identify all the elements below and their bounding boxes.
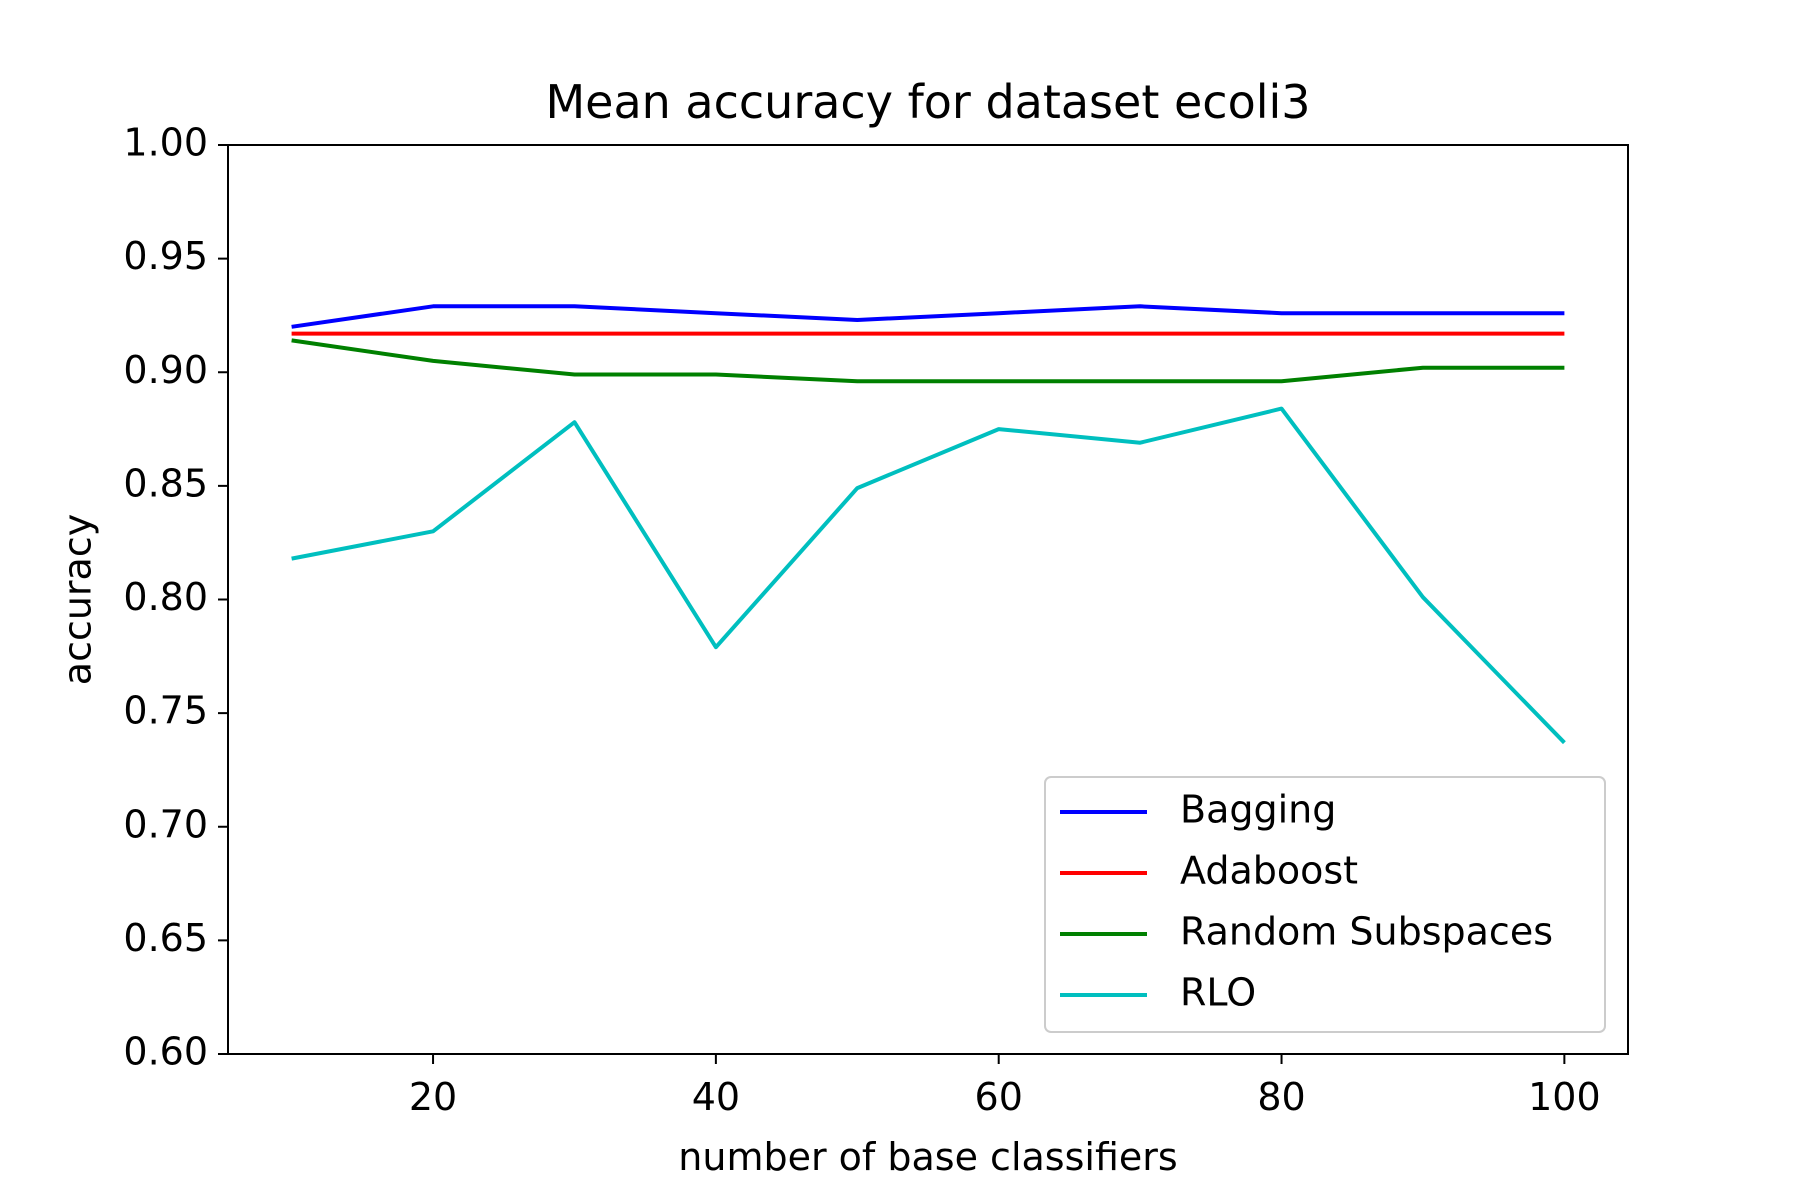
y-tick-label: 0.80 (123, 575, 208, 619)
y-tick-label: 0.75 (123, 689, 208, 733)
y-axis-title: accuracy (56, 514, 100, 685)
plot-frame (227, 144, 1629, 1055)
x-tick-label: 100 (1528, 1075, 1601, 1119)
legend-label: RLO (1180, 971, 1256, 1015)
x-tick-label: 40 (692, 1075, 740, 1119)
legend-label: Bagging (1180, 788, 1336, 832)
y-tick-label: 0.95 (123, 234, 208, 278)
legend-box (1044, 776, 1606, 1033)
legend-label: Random Subspaces (1180, 910, 1553, 954)
y-tick-label: 0.85 (123, 461, 208, 505)
series-line-random-subspaces (291, 338, 1565, 384)
axes-ticks: 20 40 60 80 100 0.60 0.65 0.70 0.75 0.80 0.85 0.90 0… (123, 121, 1600, 1120)
legend: Bagging Adaboost Random Subspaces RLO (1044, 776, 1606, 1033)
chart-title: Mean accuracy for dataset ecoli3 (545, 75, 1310, 129)
series-lines (291, 304, 1566, 745)
y-tick-label: 0.60 (123, 1030, 208, 1074)
y-tick-label: 0.90 (123, 348, 208, 392)
series-line-rlo (291, 406, 1566, 745)
legend-label: Adaboost (1180, 849, 1358, 893)
x-tick-label: 20 (409, 1075, 457, 1119)
y-tick-label: 0.65 (123, 916, 208, 960)
series-line-bagging (291, 304, 1565, 329)
y-tick-label: 1.00 (123, 121, 208, 165)
y-tick-label: 0.70 (123, 802, 208, 846)
x-tick-label: 60 (975, 1075, 1023, 1119)
x-tick-label: 80 (1257, 1075, 1305, 1119)
x-axis-title: number of base classifiers (678, 1135, 1177, 1179)
